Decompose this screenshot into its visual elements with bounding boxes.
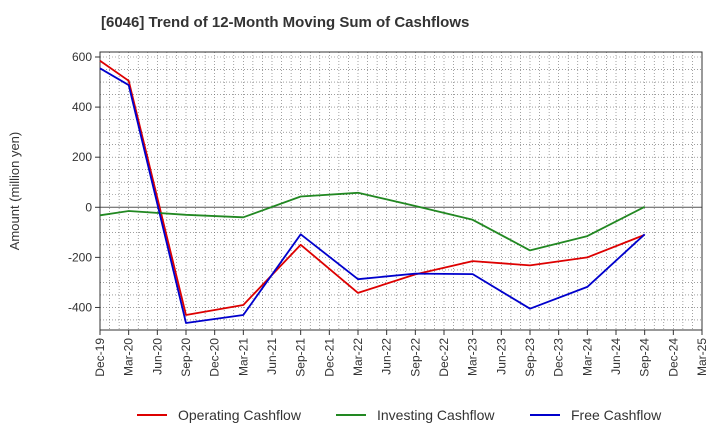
x-tick-label: Sep-21 bbox=[294, 338, 308, 377]
x-tick-label: Dec-23 bbox=[552, 338, 566, 377]
x-tick-label: Sep-22 bbox=[408, 338, 422, 377]
y-tick-label: 400 bbox=[72, 100, 92, 114]
x-tick-label: Jun-24 bbox=[609, 338, 623, 375]
legend-label: Free Cashflow bbox=[571, 407, 662, 423]
x-tick-label: Mar-23 bbox=[466, 338, 480, 376]
plot-border bbox=[99, 51, 703, 331]
x-tick-label: Dec-20 bbox=[208, 338, 222, 377]
chart-title: [6046] Trend of 12-Month Moving Sum of C… bbox=[101, 14, 470, 31]
y-tick-label: -400 bbox=[68, 300, 92, 314]
x-tick-label: Sep-24 bbox=[638, 338, 652, 377]
series-line-operating-cashflow bbox=[99, 60, 646, 316]
x-tick-label: Dec-24 bbox=[666, 338, 680, 377]
x-tick-label: Mar-21 bbox=[236, 338, 250, 376]
x-tick-label: Jun-21 bbox=[265, 338, 279, 375]
x-tick-label: Mar-25 bbox=[695, 338, 709, 376]
series-lines bbox=[99, 60, 646, 324]
series-line-free-cashflow bbox=[99, 67, 646, 324]
legend-label: Operating Cashflow bbox=[178, 407, 302, 423]
axes: 600 400 200 0 -200 -400 Dec-19 Mar-20 Jun-20 Sep-… bbox=[7, 50, 709, 377]
x-tick-label: Jun-20 bbox=[150, 338, 164, 375]
x-tick-label: Jun-22 bbox=[380, 338, 394, 375]
y-tick-label: -200 bbox=[68, 250, 92, 264]
y-tick-label: 600 bbox=[72, 50, 92, 64]
x-tick-label: Mar-22 bbox=[351, 338, 365, 376]
y-tick-label: 0 bbox=[85, 200, 92, 214]
grid-lines bbox=[100, 52, 702, 330]
x-tick-label: Mar-24 bbox=[580, 338, 594, 376]
legend-label: Investing Cashflow bbox=[377, 407, 495, 423]
x-tick-label: Mar-20 bbox=[122, 338, 136, 376]
y-tick-label: 200 bbox=[72, 150, 92, 164]
x-tick-label: Jun-23 bbox=[494, 338, 508, 375]
x-tick-label: Sep-23 bbox=[523, 338, 537, 377]
x-tick-label: Sep-20 bbox=[179, 338, 193, 377]
series-line-investing-cashflow bbox=[99, 191, 646, 252]
legend: Operating Cashflow Investing Cashflow Free… bbox=[137, 407, 662, 423]
y-axis-label: Amount (million yen) bbox=[7, 132, 22, 251]
x-tick-label: Dec-21 bbox=[322, 338, 336, 377]
x-tick-label: Dec-22 bbox=[437, 338, 451, 377]
x-tick-label: Dec-19 bbox=[93, 338, 107, 377]
